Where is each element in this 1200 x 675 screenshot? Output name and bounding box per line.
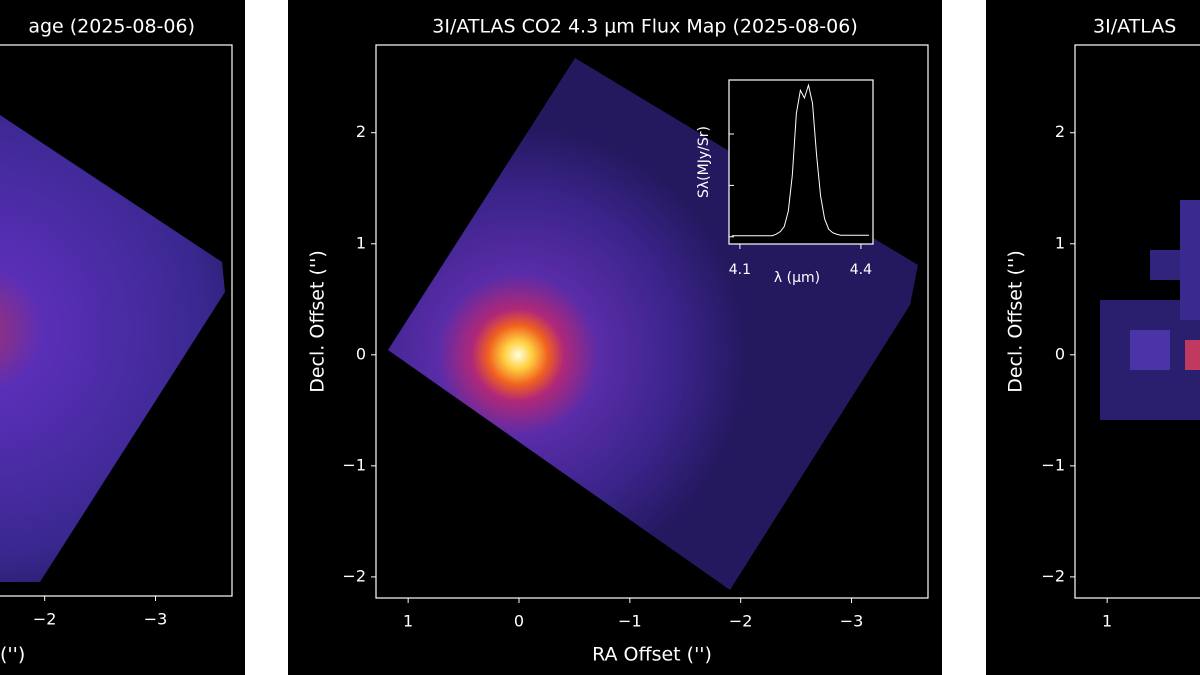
x-tick-label: 1 [1102,612,1112,631]
y-tick-label: −1 [342,455,366,474]
x-tick-label: 4.4 [850,262,872,278]
y-tick-label: −2 [342,566,366,585]
y-tick-label: 2 [356,122,366,141]
chart-title: 3I/ATLAS [1093,16,1176,38]
y-tick-label: 0 [356,344,366,363]
axes: 4.1 4.4 λ (μm) Sλ(MJy/Sr) [696,79,874,286]
axes: 1 −2 −1 0 1 2 3I/ATLAS Decl. Offset ('') [1005,16,1200,631]
y-axis-label: Decl. Offset ('') [307,250,329,393]
chart-title: age (2025-08-06) [28,16,195,38]
x-tick-label: 4.1 [729,262,751,278]
axes-frame [728,79,874,245]
y-tick-label: −2 [1041,566,1065,585]
x-axis-label: λ (μm) [774,270,820,286]
x-axis-label: ('') [0,644,25,666]
flux-image [0,115,225,582]
axes-frame [375,44,929,599]
y-tick-label: 0 [1055,344,1065,363]
chart-title: 3I/ATLAS CO2 4.3 μm Flux Map (2025-08-06… [432,16,858,38]
y-axis-label: Sλ(MJy/Sr) [696,126,712,198]
x-tick-label: −3 [144,610,168,629]
axes-frame [1074,44,1200,599]
y-tick-label: 1 [1055,233,1065,252]
y-axis-label: Decl. Offset ('') [1005,250,1027,393]
axes: −2 −3 age (2025-08-06) ('') [0,16,233,666]
x-tick-label: −3 [840,612,864,631]
y-tick-label: 1 [356,233,366,252]
y-tick-label: −1 [1041,455,1065,474]
x-tick-label: −2 [33,610,57,629]
axes-frame [0,44,233,597]
spectrum-line [731,83,869,237]
x-tick-label: −1 [618,612,642,631]
y-tick-label: 2 [1055,122,1065,141]
flux-image [1100,200,1200,420]
x-tick-label: 0 [514,612,524,631]
x-tick-label: 1 [403,612,413,631]
x-axis-label: RA Offset ('') [592,644,712,666]
x-tick-label: −2 [729,612,753,631]
inset-bg [729,80,873,244]
axes: 1 0 −1 −2 −3 −2 −1 0 1 2 3I/ATLAS CO2 4.3 μm Flux … [307,16,929,666]
